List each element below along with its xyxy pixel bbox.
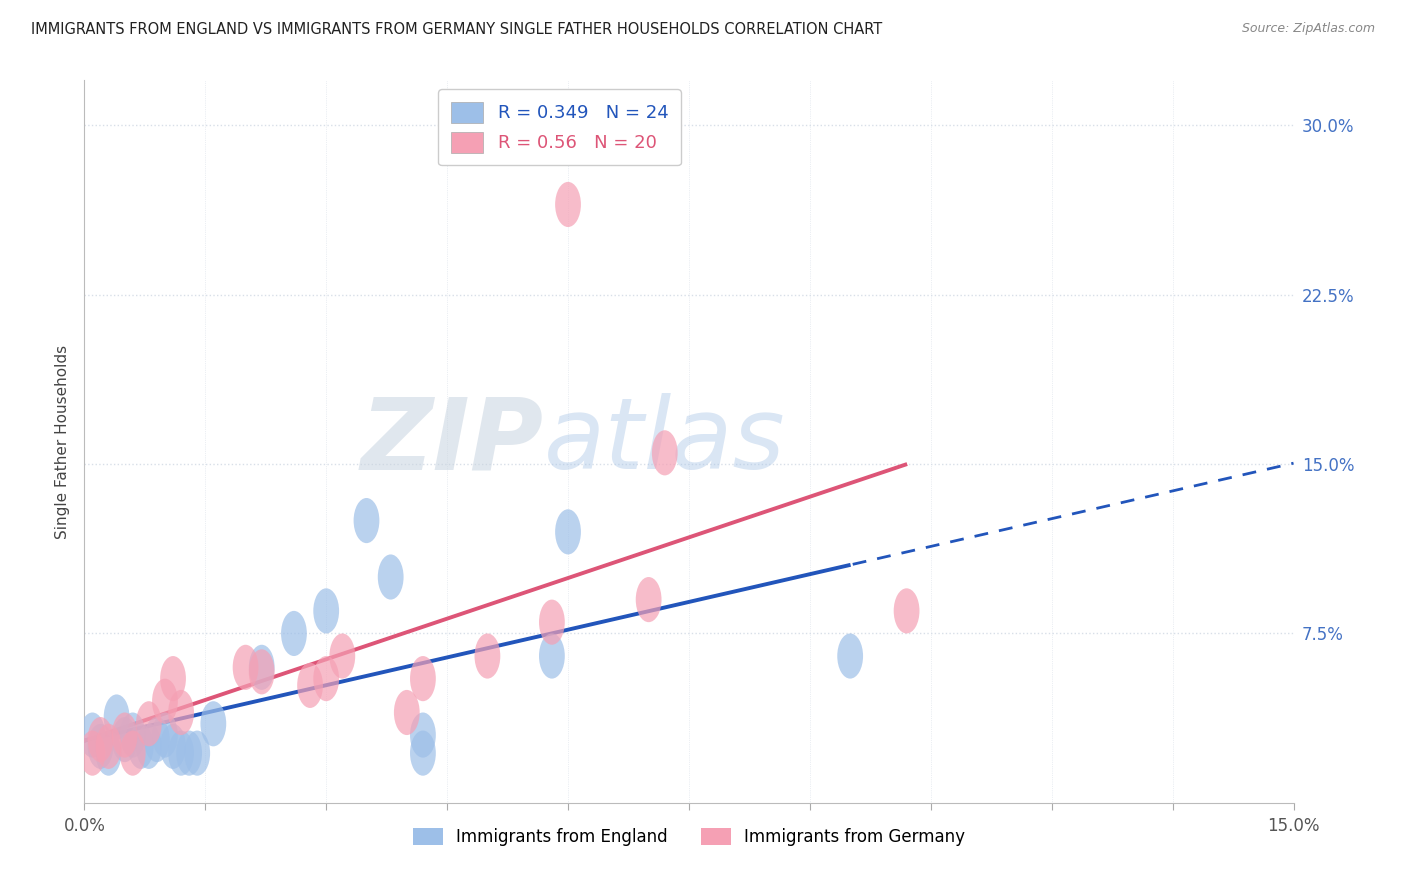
Ellipse shape: [160, 656, 186, 701]
Ellipse shape: [474, 633, 501, 679]
Text: Source: ZipAtlas.com: Source: ZipAtlas.com: [1241, 22, 1375, 36]
Ellipse shape: [104, 694, 129, 739]
Ellipse shape: [87, 717, 114, 762]
Ellipse shape: [80, 713, 105, 757]
Ellipse shape: [837, 633, 863, 679]
Ellipse shape: [894, 589, 920, 633]
Ellipse shape: [636, 577, 662, 623]
Ellipse shape: [143, 717, 170, 762]
Ellipse shape: [80, 731, 105, 776]
Ellipse shape: [555, 182, 581, 227]
Ellipse shape: [120, 713, 146, 757]
Ellipse shape: [176, 731, 202, 776]
Ellipse shape: [160, 723, 186, 769]
Y-axis label: Single Father Households: Single Father Households: [55, 344, 70, 539]
Ellipse shape: [394, 690, 420, 735]
Ellipse shape: [136, 701, 162, 747]
Ellipse shape: [314, 589, 339, 633]
Ellipse shape: [111, 713, 138, 757]
Ellipse shape: [201, 701, 226, 747]
Ellipse shape: [538, 633, 565, 679]
Ellipse shape: [249, 645, 274, 690]
Ellipse shape: [111, 717, 138, 762]
Ellipse shape: [411, 713, 436, 757]
Ellipse shape: [152, 679, 179, 723]
Text: ZIP: ZIP: [361, 393, 544, 490]
Ellipse shape: [652, 430, 678, 475]
Ellipse shape: [152, 713, 179, 757]
Legend: Immigrants from England, Immigrants from Germany: Immigrants from England, Immigrants from…: [402, 818, 976, 856]
Text: atlas: atlas: [544, 393, 786, 490]
Ellipse shape: [555, 509, 581, 555]
Ellipse shape: [353, 498, 380, 543]
Ellipse shape: [169, 731, 194, 776]
Ellipse shape: [169, 690, 194, 735]
Ellipse shape: [96, 731, 121, 776]
Ellipse shape: [232, 645, 259, 690]
Ellipse shape: [329, 633, 356, 679]
Ellipse shape: [411, 656, 436, 701]
Text: IMMIGRANTS FROM ENGLAND VS IMMIGRANTS FROM GERMANY SINGLE FATHER HOUSEHOLDS CORR: IMMIGRANTS FROM ENGLAND VS IMMIGRANTS FR…: [31, 22, 882, 37]
Ellipse shape: [411, 731, 436, 776]
Ellipse shape: [128, 723, 153, 769]
Ellipse shape: [184, 731, 209, 776]
Ellipse shape: [249, 649, 274, 694]
Ellipse shape: [538, 599, 565, 645]
Ellipse shape: [87, 723, 114, 769]
Ellipse shape: [136, 723, 162, 769]
Ellipse shape: [314, 656, 339, 701]
Ellipse shape: [297, 663, 323, 708]
Ellipse shape: [96, 723, 121, 769]
Ellipse shape: [120, 731, 146, 776]
Ellipse shape: [378, 555, 404, 599]
Ellipse shape: [281, 611, 307, 656]
